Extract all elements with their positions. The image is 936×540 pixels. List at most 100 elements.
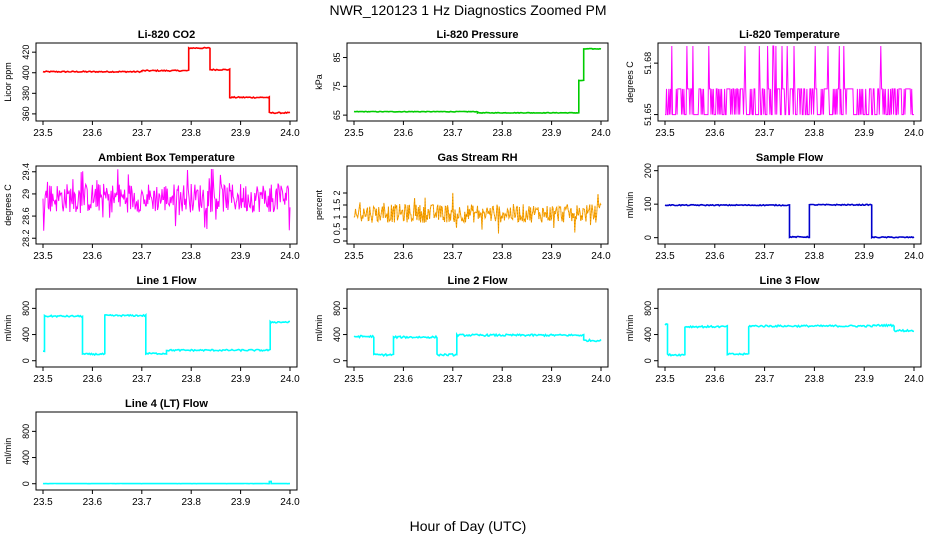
- x-tick-label: 23.9: [231, 374, 251, 385]
- x-tick-label: 23.7: [132, 128, 152, 139]
- plot-frame: [346, 165, 609, 245]
- plot-frame: [35, 42, 298, 122]
- series-line: [665, 45, 914, 116]
- x-tick-label: 23.9: [542, 374, 562, 385]
- series-line: [42, 168, 291, 231]
- panel-3: Li-820 Temperature 23.5 23.6 23.7 23.8 23.9 24…: [625, 29, 924, 139]
- y-tick-label: 29.4: [21, 163, 31, 181]
- series-line: [664, 323, 915, 357]
- x-tick-label: 23.9: [231, 497, 251, 508]
- series-line: [353, 331, 602, 357]
- panel-6: Sample Flow 23.5 23.6 23.7 23.8 23.9 24.0 0 100 2…: [625, 152, 924, 262]
- plot-frame: [35, 411, 298, 491]
- x-tick-label: 23.5: [33, 374, 53, 385]
- y-tick-label: 200: [643, 163, 653, 178]
- x-tick-label: 23.6: [394, 374, 414, 385]
- x-tick-label: 23.8: [181, 497, 201, 508]
- panel-title: Li-820 Temperature: [739, 29, 840, 41]
- panel-title: Sample Flow: [756, 152, 824, 164]
- x-tick-label: 23.5: [344, 374, 364, 385]
- x-tick-label: 23.8: [181, 374, 201, 385]
- x-tick-label: 23.6: [705, 128, 725, 139]
- x-tick-label: 23.8: [805, 374, 825, 385]
- x-tick-label: 23.6: [394, 128, 414, 139]
- series-line: [353, 47, 602, 115]
- x-tick-label: 23.6: [83, 497, 103, 508]
- y-tick-label: 85: [332, 53, 342, 63]
- y-axis-label: kPa: [314, 74, 324, 90]
- x-tick-label: 24.0: [280, 374, 300, 385]
- x-tick-label: 24.0: [904, 374, 924, 385]
- x-tick-label: 23.8: [181, 128, 201, 139]
- x-tick-label: 23.9: [854, 374, 874, 385]
- panel-2: Li-820 Pressure 23.5 23.6 23.7 23.8 23.9 24.0 6…: [314, 29, 611, 139]
- y-tick-label: 400: [21, 450, 31, 465]
- plot-frame: [35, 288, 298, 368]
- x-axis-label: Hour of Day (UTC): [409, 518, 527, 534]
- panel-title: Line 2 Flow: [448, 275, 508, 287]
- y-tick-label: 51.68: [643, 52, 653, 75]
- series-line: [43, 312, 291, 357]
- y-tick-label: 400: [21, 65, 31, 80]
- x-tick-label: 23.9: [231, 128, 251, 139]
- y-tick-label: 400: [643, 327, 653, 342]
- panel-5: Gas Stream RH 23.5 23.6 23.7 23.8 23.9 24.0 0 0.…: [314, 152, 611, 262]
- y-axis-label: ml/min: [3, 315, 13, 342]
- panel-title: Line 1 Flow: [137, 275, 197, 287]
- y-tick-label: 800: [643, 301, 653, 316]
- panel-title: Line 3 Flow: [760, 275, 820, 287]
- x-tick-label: 23.5: [33, 251, 53, 262]
- y-tick-label: 800: [21, 301, 31, 316]
- y-tick-label: 2: [332, 190, 342, 195]
- y-axis-label: ml/min: [314, 315, 324, 342]
- y-axis-label: degrees C: [625, 61, 635, 103]
- x-tick-label: 23.9: [854, 251, 874, 262]
- x-tick-label: 23.7: [755, 251, 775, 262]
- y-tick-label: 0: [643, 358, 653, 363]
- y-tick-label: 51.65: [643, 103, 653, 126]
- x-tick-label: 23.6: [394, 251, 414, 262]
- x-tick-label: 24.0: [280, 128, 300, 139]
- panel-title: Ambient Box Temperature: [98, 152, 235, 164]
- y-tick-label: 380: [21, 86, 31, 101]
- x-tick-label: 23.5: [344, 128, 364, 139]
- x-tick-label: 24.0: [591, 128, 611, 139]
- y-tick-label: 400: [21, 327, 31, 342]
- x-tick-label: 24.0: [904, 251, 924, 262]
- y-tick-label: 0: [643, 235, 653, 240]
- series-line: [42, 480, 290, 485]
- y-tick-label: 1: [332, 214, 342, 219]
- x-tick-label: 23.8: [492, 251, 512, 262]
- y-tick-label: 0: [332, 238, 342, 243]
- x-tick-label: 23.6: [705, 251, 725, 262]
- y-tick-label: 28.2: [21, 229, 31, 247]
- y-tick-label: 0: [21, 481, 31, 486]
- x-tick-label: 23.7: [132, 497, 152, 508]
- x-tick-label: 23.5: [655, 374, 675, 385]
- x-tick-label: 23.8: [492, 374, 512, 385]
- y-tick-label: 0: [21, 358, 31, 363]
- y-tick-label: 65: [332, 110, 342, 120]
- x-tick-label: 24.0: [904, 128, 924, 139]
- y-tick-label: 0.5: [332, 223, 342, 236]
- x-tick-label: 23.9: [542, 251, 562, 262]
- series-line: [42, 46, 291, 115]
- panel-8: Line 2 Flow 23.5 23.6 23.7 23.8 23.9 24.0 0 400 8…: [314, 275, 611, 385]
- y-axis-label: ml/min: [625, 315, 635, 342]
- x-tick-label: 23.6: [83, 251, 103, 262]
- y-tick-label: 420: [21, 45, 31, 60]
- x-tick-label: 23.8: [805, 251, 825, 262]
- y-tick-label: 800: [21, 424, 31, 439]
- panel-title: Gas Stream RH: [437, 152, 517, 164]
- y-tick-label: 100: [643, 197, 653, 212]
- x-tick-label: 23.5: [344, 251, 364, 262]
- x-tick-label: 24.0: [591, 374, 611, 385]
- y-axis-label: Licor ppm: [3, 62, 13, 102]
- x-tick-label: 24.0: [280, 251, 300, 262]
- panel-title: Line 4 (LT) Flow: [125, 398, 208, 410]
- x-tick-label: 23.8: [805, 128, 825, 139]
- plot-frame: [657, 42, 922, 122]
- y-tick-label: 400: [332, 327, 342, 342]
- plot-frame: [657, 165, 922, 245]
- figure-title: NWR_120123 1 Hz Diagnostics Zoomed PM: [329, 2, 607, 18]
